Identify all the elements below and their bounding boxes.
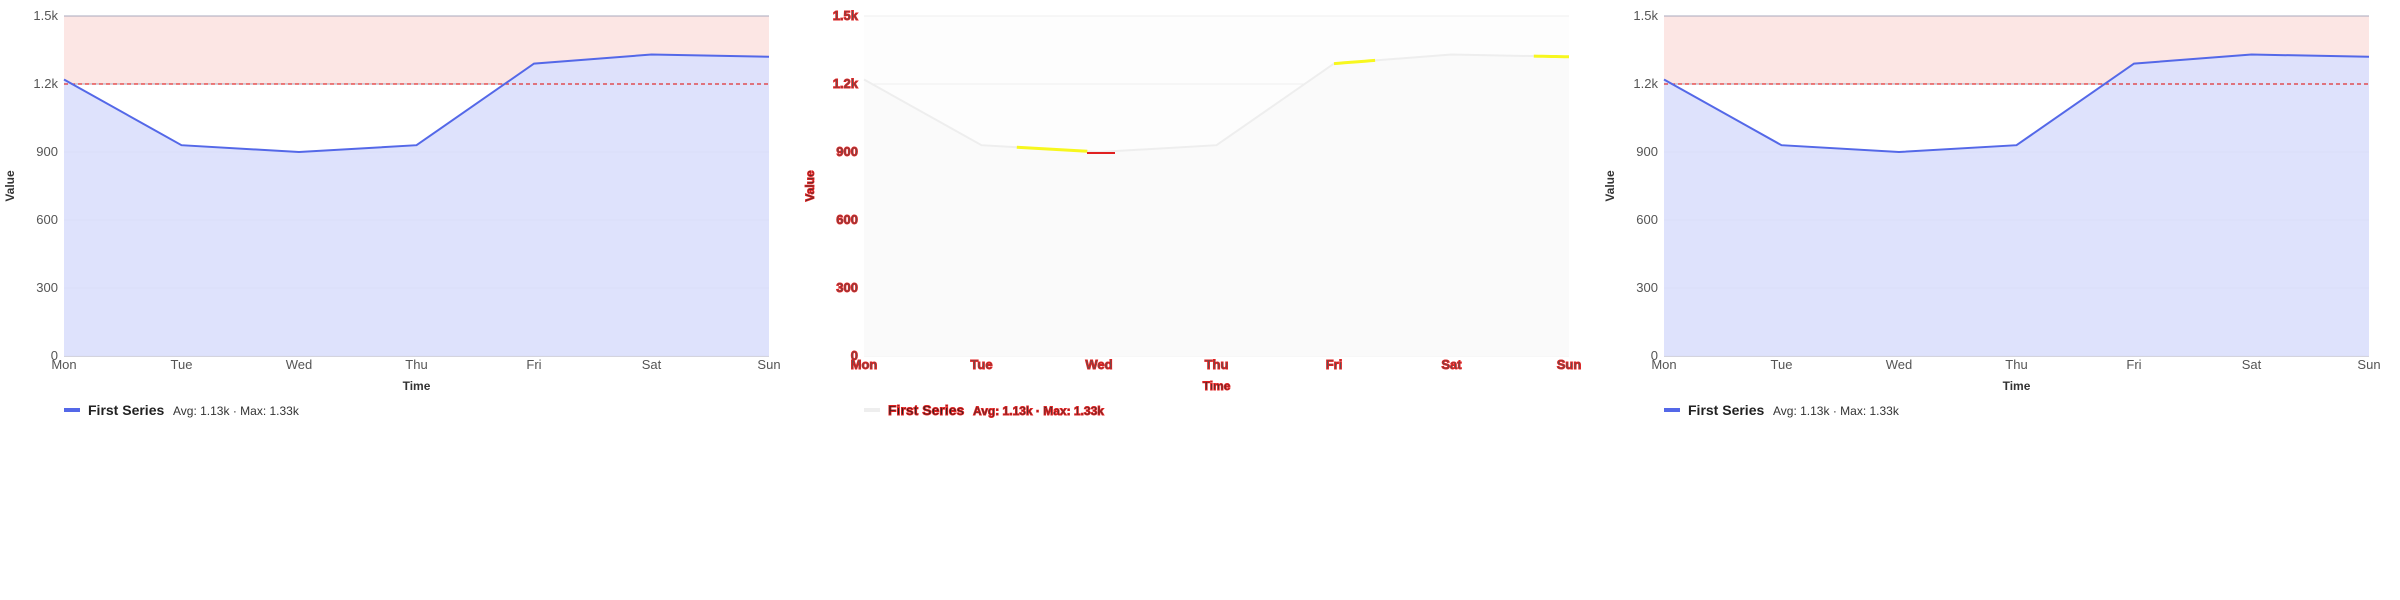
x-axis-title: Time bbox=[403, 379, 431, 393]
series-line bbox=[863, 53, 1570, 154]
x-tick-label: Tue bbox=[171, 357, 193, 372]
area-chart-2: 0 300 600 900 1.2k 1.5k Mon Tue Wed Thu Fri Sat Sun T… bbox=[803, 8, 1582, 419]
x-axis-title: Time bbox=[2003, 379, 2031, 393]
x-tick-label: Fri bbox=[2126, 357, 2141, 372]
x-tick-label: Thu bbox=[2005, 357, 2027, 372]
x-tick-label: Sun bbox=[2357, 357, 2380, 372]
legend-series-name: First Series bbox=[888, 402, 964, 418]
data-point-sun bbox=[2368, 55, 2371, 58]
data-point-sat bbox=[650, 53, 653, 56]
y-axis-title: Value bbox=[803, 170, 817, 202]
series-area bbox=[1664, 54, 2369, 356]
data-point-mon bbox=[863, 78, 866, 81]
y-tick-label: 1.2k bbox=[33, 76, 58, 91]
data-point-thu bbox=[415, 144, 418, 147]
y-tick-label: 900 bbox=[836, 144, 858, 159]
x-tick-label: Fri bbox=[526, 357, 541, 372]
data-point-mon bbox=[63, 78, 66, 81]
area-chart-3: 0 300 600 900 1.2k 1.5k Mon Tue Wed Thu Fri Sat Sun T… bbox=[1603, 8, 2381, 418]
legend-swatch bbox=[64, 408, 80, 412]
y-tick-label: 0 bbox=[1651, 348, 1658, 363]
data-point-sat bbox=[2250, 53, 2253, 56]
y-tick-label: 600 bbox=[1636, 212, 1658, 227]
x-tick-label: Wed bbox=[1886, 357, 1913, 372]
y-tick-label: 300 bbox=[836, 280, 858, 295]
x-tick-label: Sat bbox=[642, 357, 662, 372]
y-axis-title: Value bbox=[3, 170, 17, 202]
x-tick-label: Thu bbox=[1205, 357, 1229, 372]
x-tick-label: Sun bbox=[757, 357, 780, 372]
y-tick-label: 0 bbox=[851, 348, 858, 363]
x-tick-label: Mon bbox=[51, 357, 76, 372]
data-point-sun bbox=[768, 55, 771, 58]
x-tick-label: Wed bbox=[286, 357, 313, 372]
y-tick-label: 900 bbox=[36, 144, 58, 159]
y-tick-label: 1.5k bbox=[1633, 8, 1658, 23]
chart-panel-3: 0 300 600 900 1.2k 1.5k Mon Tue Wed Thu Fri Sat Sun T… bbox=[1600, 0, 2400, 600]
y-axis-title: Value bbox=[1603, 170, 1617, 202]
series-line bbox=[1663, 53, 2370, 154]
data-point-sat bbox=[1450, 53, 1453, 56]
data-point-tue bbox=[1780, 144, 1783, 147]
y-tick-label: 300 bbox=[36, 280, 58, 295]
highlight-segment bbox=[1533, 54, 1570, 59]
data-point-thu bbox=[1215, 144, 1218, 147]
data-point-fri bbox=[533, 62, 536, 65]
data-point-mon bbox=[1663, 78, 1666, 81]
x-tick-label: Sat bbox=[2242, 357, 2262, 372]
area-chart-1: 0 300 600 900 1.2k 1.5k Mon Tue Wed Thu Fri Sat Sun T… bbox=[3, 8, 781, 418]
y-tick-label: 900 bbox=[1636, 144, 1658, 159]
legend-series-name: First Series bbox=[1688, 402, 1764, 418]
legend-stats: Avg: 1.13k · Max: 1.33k bbox=[1773, 404, 1900, 418]
y-tick-label: 1.5k bbox=[33, 8, 58, 23]
chart-panel-1: 0 300 600 900 1.2k 1.5k Mon Tue Wed Thu Fri Sat Sun T… bbox=[0, 0, 800, 600]
y-tick-label: 1.2k bbox=[833, 76, 859, 91]
x-tick-label: Mon bbox=[851, 357, 878, 372]
legend-swatch bbox=[864, 408, 880, 412]
data-point-fri bbox=[2133, 62, 2136, 65]
x-tick-label: Thu bbox=[405, 357, 427, 372]
legend-stats: Avg: 1.13k · Max: 1.33k bbox=[173, 404, 300, 418]
y-tick-label: 600 bbox=[36, 212, 58, 227]
data-point-wed bbox=[1898, 151, 1901, 154]
y-tick-label: 1.2k bbox=[1633, 76, 1658, 91]
legend-stats: Avg: 1.13k · Max: 1.33k bbox=[973, 404, 1104, 418]
series-line bbox=[63, 53, 770, 154]
data-point-tue bbox=[180, 144, 183, 147]
y-tick-label: 0 bbox=[51, 348, 58, 363]
x-tick-label: Wed bbox=[1085, 357, 1112, 372]
x-tick-label: Tue bbox=[1771, 357, 1793, 372]
data-point-wed bbox=[298, 151, 301, 154]
x-axis-title: Time bbox=[1203, 379, 1231, 393]
legend-swatch bbox=[1664, 408, 1680, 412]
data-point-tue bbox=[980, 144, 983, 147]
series-area bbox=[64, 54, 769, 356]
x-tick-label: Mon bbox=[1651, 357, 1676, 372]
x-tick-label: Sun bbox=[1557, 357, 1582, 372]
legend-series-name: First Series bbox=[88, 402, 164, 418]
highlight-segment bbox=[1333, 58, 1376, 66]
x-tick-label: Fri bbox=[1326, 357, 1343, 372]
data-point-thu bbox=[2015, 144, 2018, 147]
highlight-segment bbox=[1016, 145, 1088, 153]
y-tick-label: 1.5k bbox=[833, 8, 859, 23]
y-tick-label: 300 bbox=[1636, 280, 1658, 295]
chart-panel-2: 0 300 600 900 1.2k 1.5k Mon Tue Wed Thu Fri Sat Sun T… bbox=[800, 0, 1600, 600]
series-area bbox=[864, 54, 1569, 356]
x-tick-label: Sat bbox=[1441, 357, 1462, 372]
y-tick-label: 600 bbox=[836, 212, 858, 227]
x-tick-label: Tue bbox=[970, 357, 992, 372]
